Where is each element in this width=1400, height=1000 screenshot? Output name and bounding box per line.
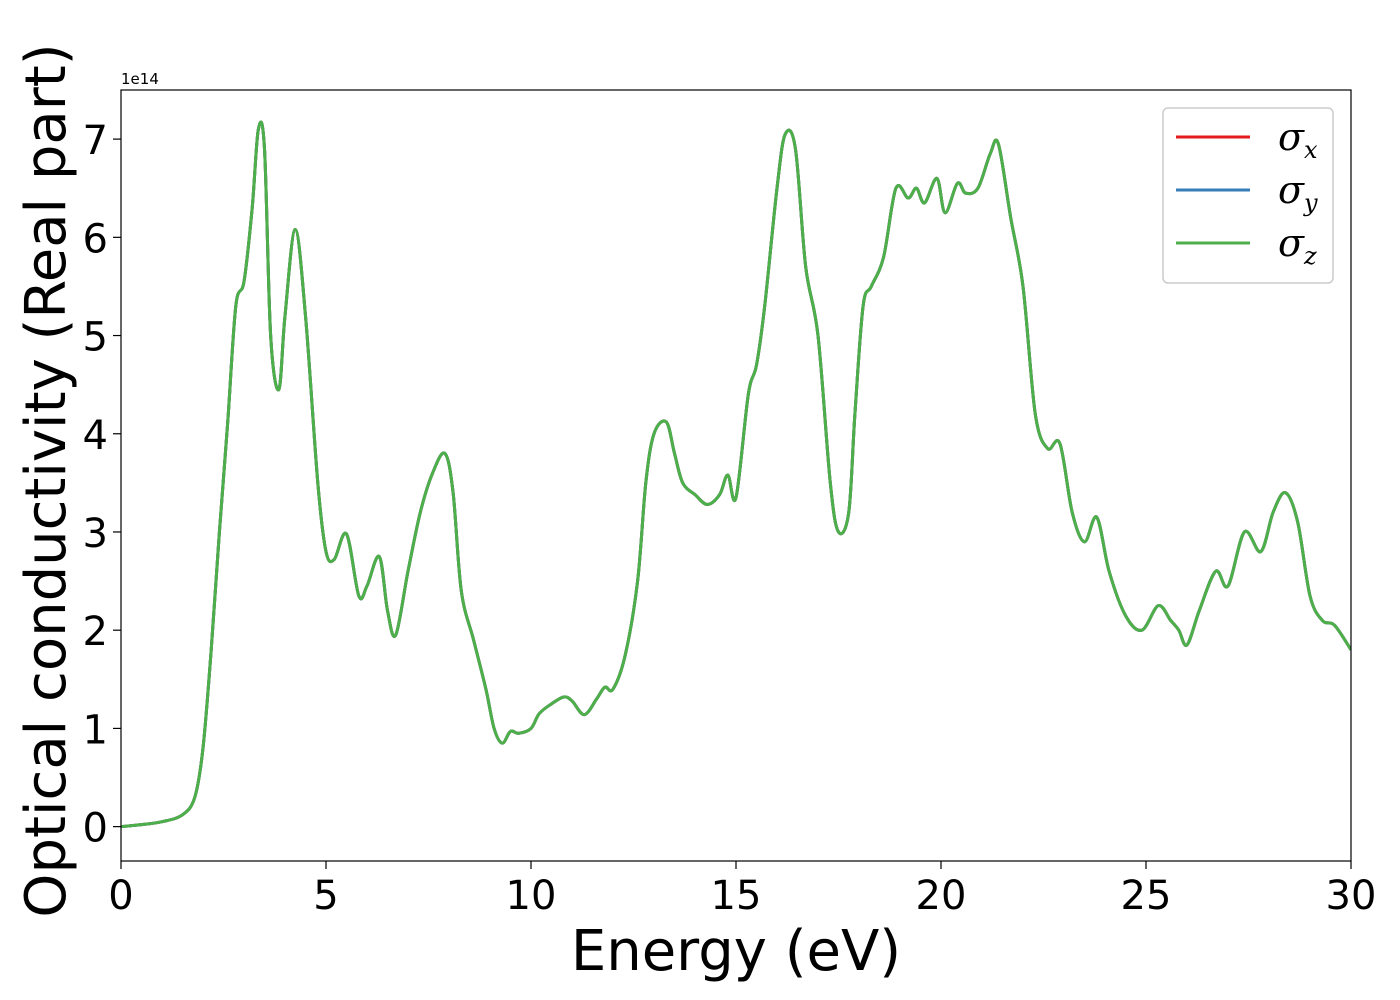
y-tick-label: 0 — [83, 806, 108, 852]
x-tick-label: 0 — [108, 873, 133, 919]
y-tick-label: 1 — [83, 707, 108, 753]
y-tick-label: 5 — [83, 315, 108, 361]
y-tick-label: 6 — [83, 216, 108, 262]
y-tick-label: 4 — [83, 413, 108, 459]
x-tick-label: 30 — [1326, 873, 1377, 919]
y-axis-ticks: 0 1 2 3 4 5 6 7 — [83, 118, 121, 852]
x-tick-label: 10 — [506, 873, 557, 919]
series-line-z — [121, 120, 1351, 829]
y-tick-label: 7 — [83, 118, 108, 164]
plot-frame — [120, 89, 1352, 862]
x-tick-label: 15 — [711, 873, 762, 919]
legend-label-y: σy — [1278, 168, 1318, 217]
legend-label-z: σz — [1278, 221, 1317, 270]
y-tick-label: 3 — [83, 511, 108, 557]
plot-area — [121, 120, 1351, 829]
y-tick-label: 2 — [83, 609, 108, 655]
legend-label-x: σx — [1278, 115, 1318, 164]
x-axis-title: Energy (eV) — [571, 919, 901, 984]
y-axis-title: Optical conductivity (Real part) — [14, 43, 79, 917]
x-tick-label: 25 — [1121, 873, 1172, 919]
x-tick-label: 20 — [916, 873, 967, 919]
x-axis-ticks: 0 5 10 15 20 25 30 — [108, 861, 1376, 919]
y-axis-offset-label: 1e14 — [121, 70, 159, 88]
x-tick-label: 5 — [313, 873, 338, 919]
legend-box — [1162, 107, 1334, 284]
